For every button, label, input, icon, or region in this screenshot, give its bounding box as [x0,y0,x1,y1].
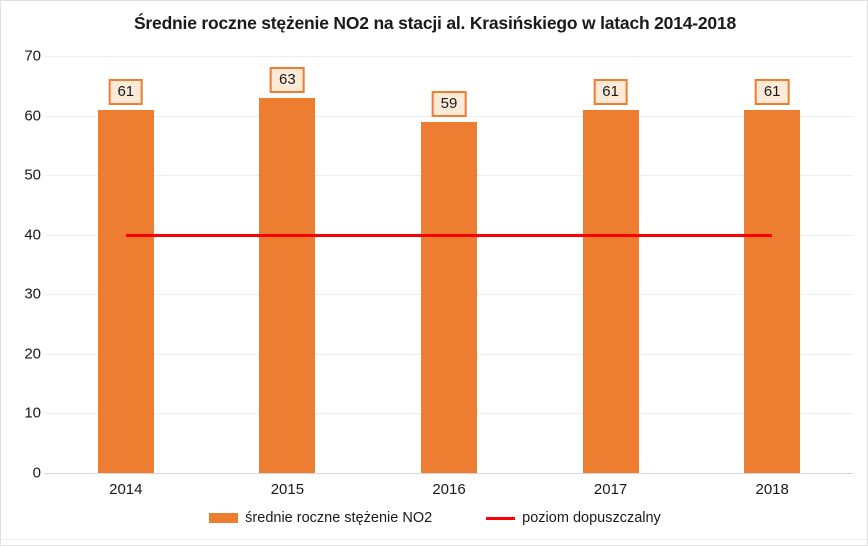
y-axis: 0 10 20 30 40 50 60 70 [1,48,41,482]
x-axis-tick-label: 2014 [109,481,143,498]
chart-title: Średnie roczne stężenie NO2 na stacji al… [133,13,737,33]
y-axis-tick-label: 70 [24,47,41,65]
bar-group: 59 [368,56,530,473]
plot-area: 61 63 59 61 61 [45,56,853,474]
bar[interactable] [97,109,154,473]
y-axis-tick-label: 10 [24,404,41,422]
legend-item-bar-series[interactable]: średnie roczne stężenie NO2 [209,510,432,526]
y-axis-tick-label: 0 [32,464,41,482]
y-axis-tick-label: 20 [24,345,41,363]
x-axis-tick-label: 2018 [755,481,789,498]
bar-group: 61 [45,56,207,473]
y-axis-tick-label: 30 [24,285,41,303]
legend-divider [2,539,867,540]
bar[interactable] [259,97,316,473]
legend-label-bar-series: średnie roczne stężenie NO2 [245,510,433,526]
legend-item-threshold[interactable]: poziom dopuszczalny [486,510,661,526]
y-axis-tick-label: 60 [24,107,41,125]
bar-value-label: 61 [593,78,628,105]
threshold-line [125,233,773,237]
bar[interactable] [744,109,801,473]
x-axis: 2014 2015 2016 2017 2018 [45,475,853,503]
chart-legend: średnie roczne stężenie NO2 poziom dopus… [1,510,867,526]
bar-value-label: 61 [108,78,144,105]
y-axis-tick-label: 50 [24,166,41,184]
legend-swatch-line-icon [486,516,516,520]
bar-group: 61 [530,56,692,473]
y-axis-tick-label: 40 [24,226,41,244]
bar-group: 61 [691,56,853,473]
bar-value-label: 63 [270,66,305,93]
bar[interactable] [582,109,639,473]
gridline [45,473,853,474]
legend-swatch-bar-icon [209,513,239,523]
x-axis-tick-label: 2017 [593,481,628,498]
legend-label-threshold: poziom dopuszczalny [522,510,661,526]
bar-group: 63 [207,56,369,473]
x-axis-tick-label: 2015 [270,481,305,498]
gridline [45,56,853,57]
bar-value-label: 59 [431,90,467,117]
x-axis-tick-label: 2016 [432,481,466,498]
bar-value-label: 61 [754,78,790,105]
bar[interactable] [420,121,477,473]
